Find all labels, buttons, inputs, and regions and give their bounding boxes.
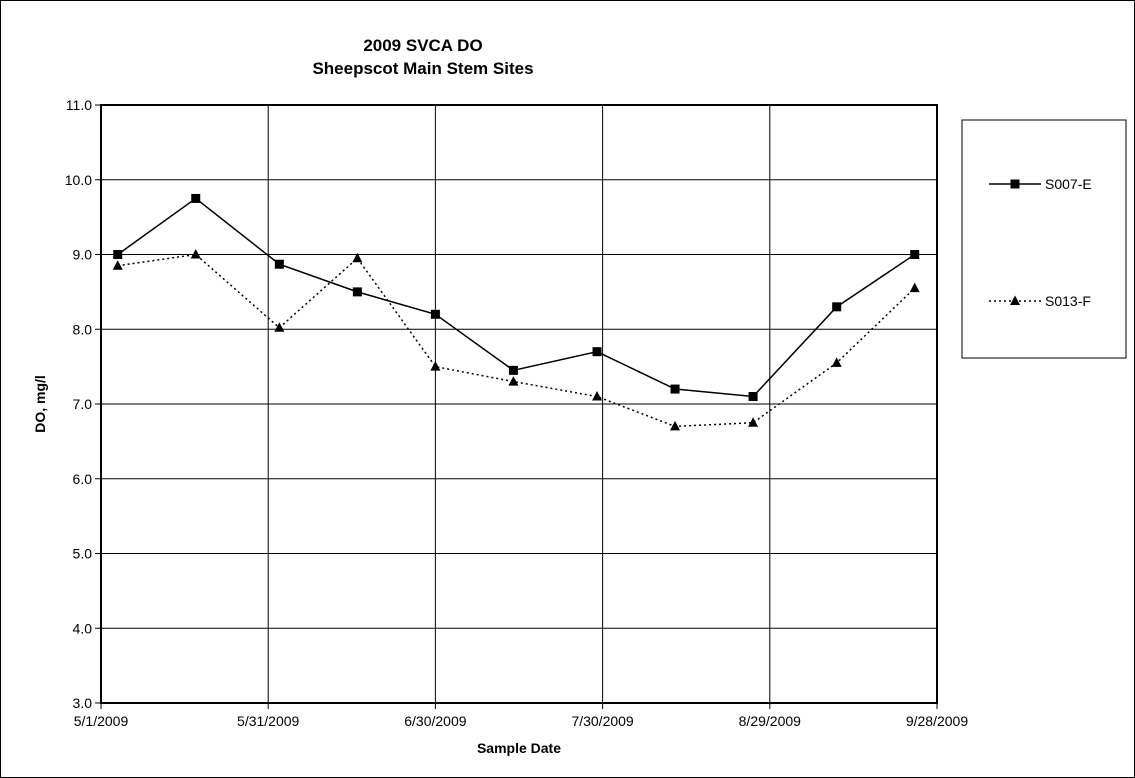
tick-label-layer: 3.0 4.0 5.0 6.0 7.0 8.0 9.0 10.0 11.0 5/1/2009 5/3… [65, 97, 969, 729]
y-tick-label: 6.0 [73, 471, 93, 487]
chart-title: 2009 SVCA DO [363, 36, 482, 55]
y-tick-label: 11.0 [66, 97, 92, 113]
data-point-s013-f [670, 420, 681, 431]
legend: S007-E S013-F [961, 119, 1127, 359]
data-point-s007-e [592, 347, 602, 357]
y-tick-label: 3.0 [73, 695, 93, 711]
legend-label: S013-F [1045, 293, 1091, 309]
y-tick-label: 10.0 [65, 172, 92, 188]
data-point-s013-f [190, 249, 201, 259]
y-tick-label: 5.0 [73, 546, 93, 562]
x-tick-label: 5/1/2009 [74, 713, 129, 729]
chart-subtitle: Sheepscot Main Stem Sites [312, 59, 533, 78]
x-tick-label: 6/30/2009 [404, 713, 466, 729]
legend-label: S007-E [1045, 176, 1092, 192]
data-point-s007-e [832, 302, 842, 312]
series-line-s013-f [117, 253, 916, 428]
legend-item-s013-f: S013-F [989, 293, 1091, 309]
legend-items: S007-E S013-F [989, 176, 1092, 309]
y-tick-label: 4.0 [73, 620, 93, 636]
legend-box [961, 119, 1127, 359]
data-point-s013-f [909, 282, 920, 293]
data-point-s007-e [191, 193, 201, 203]
data-point-s013-f [592, 391, 603, 401]
data-point-s007-e [670, 384, 680, 394]
data-point-s007-e [113, 250, 123, 259]
y-tick-label: 7.0 [73, 396, 93, 412]
data-point-s007-e [352, 287, 362, 297]
data-point-s007-e [274, 259, 284, 269]
y-tick-label: 9.0 [73, 247, 93, 263]
x-tick-label: 5/31/2009 [237, 713, 299, 729]
series-s013-f [112, 249, 920, 431]
data-point-s013-f [112, 260, 123, 270]
legend-marker [1010, 295, 1020, 305]
x-tick-label: 7/30/2009 [571, 713, 633, 729]
x-tick-label: 9/28/2009 [906, 713, 968, 729]
x-tick-label: 8/29/2009 [739, 713, 801, 729]
series-layer [112, 193, 920, 431]
data-point-s007-e [508, 365, 518, 375]
legend-item-s007-e: S007-E [989, 176, 1092, 192]
series-s007-e [113, 193, 920, 402]
data-point-s013-f [831, 357, 842, 367]
data-point-s007-e [910, 250, 920, 259]
data-point-s007-e [748, 392, 758, 402]
data-point-s013-f [352, 252, 363, 263]
data-point-s007-e [430, 309, 440, 319]
data-point-s013-f [508, 376, 519, 386]
y-axis-title: DO, mg/l [32, 375, 48, 433]
data-point-s013-f [748, 417, 759, 427]
grid-layer [100, 104, 938, 704]
y-tick-label: 8.0 [73, 321, 93, 337]
data-point-s013-f [430, 361, 441, 371]
data-point-s013-f [274, 322, 285, 332]
legend-marker [1010, 179, 1020, 189]
x-axis-title: Sample Date [477, 740, 561, 756]
